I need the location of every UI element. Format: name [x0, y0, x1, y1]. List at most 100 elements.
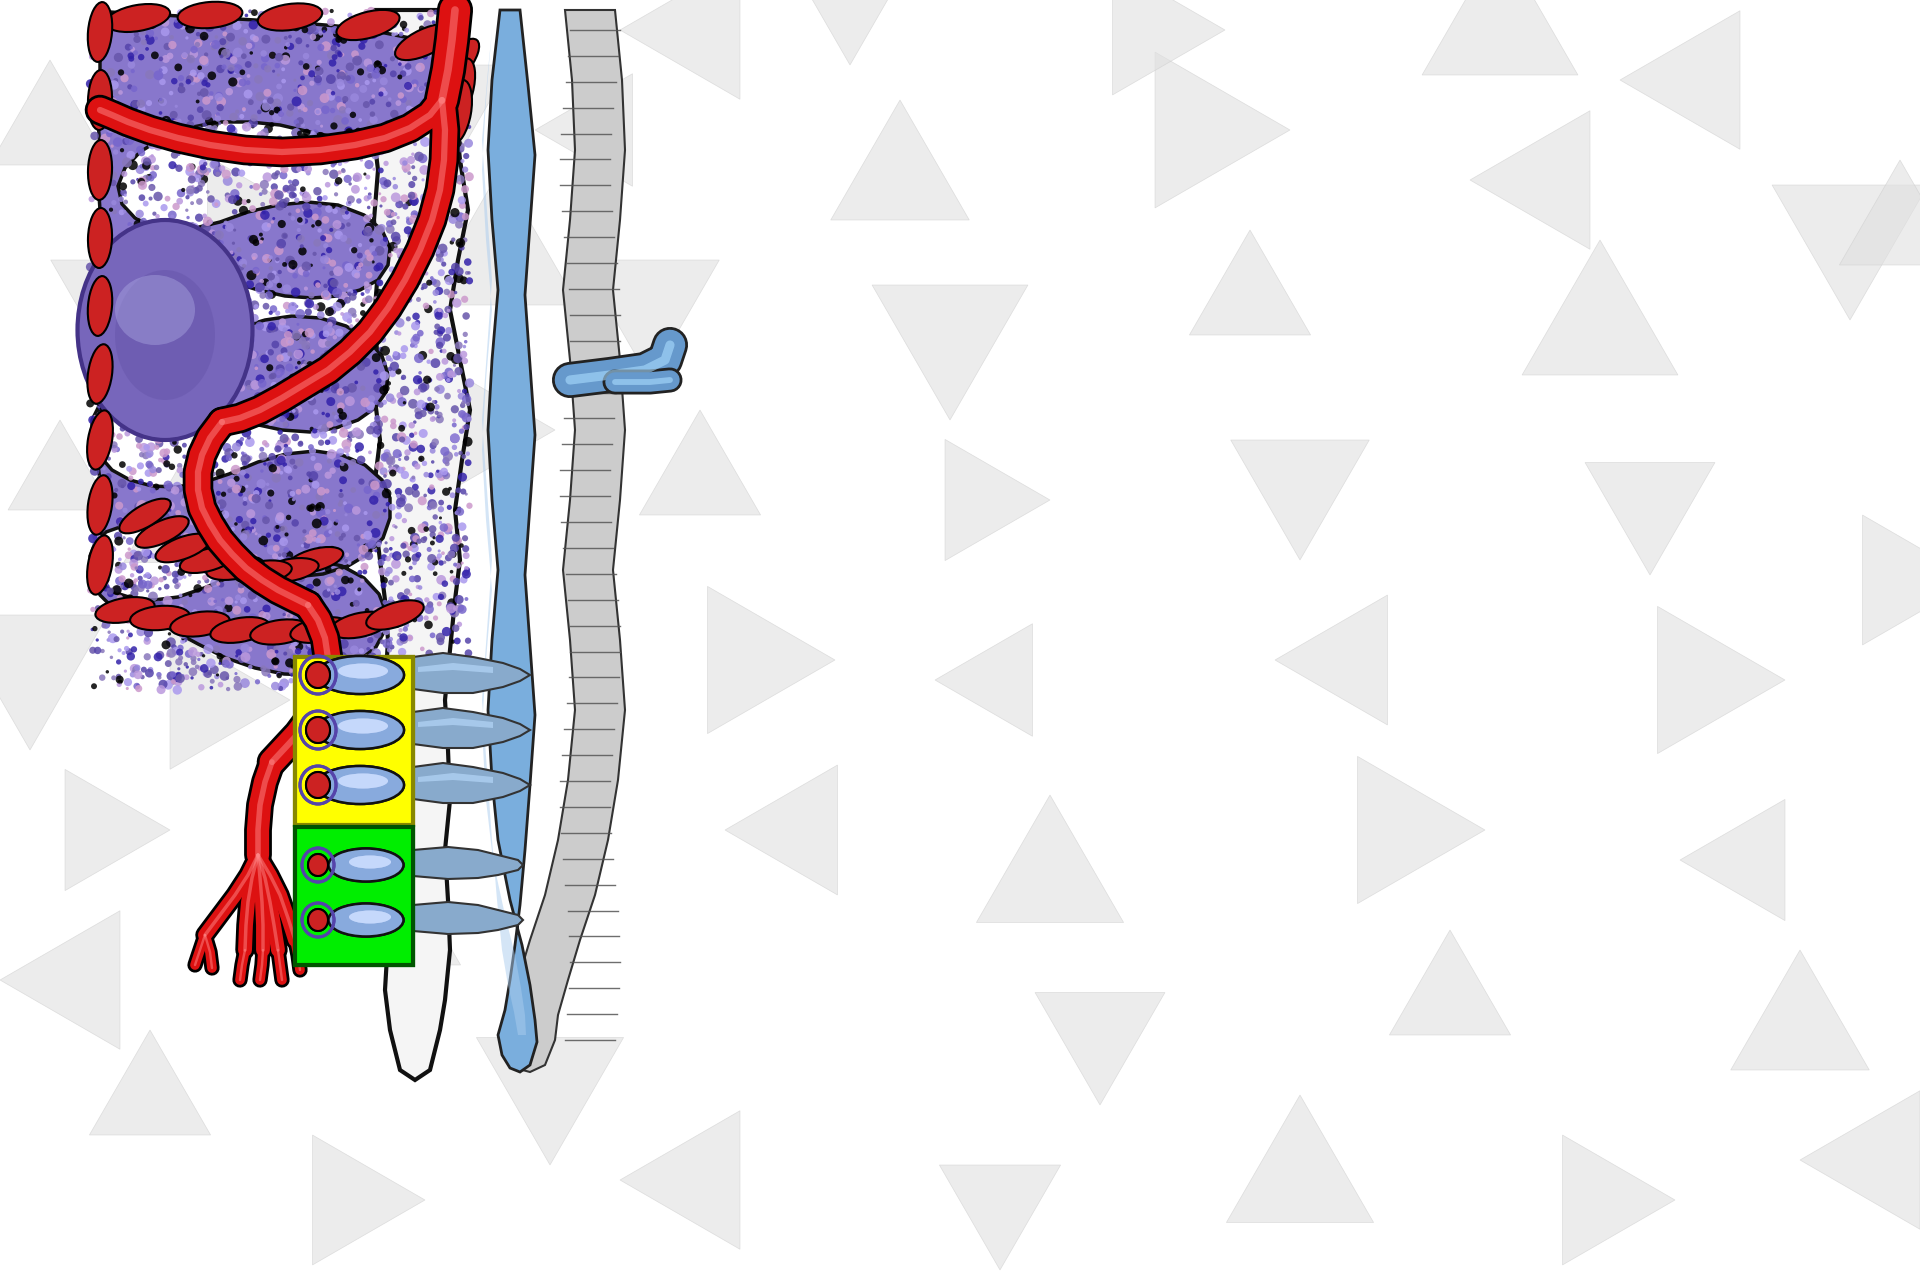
Circle shape [177, 645, 184, 652]
Circle shape [309, 264, 313, 268]
Circle shape [359, 479, 365, 485]
Circle shape [365, 296, 372, 303]
Circle shape [447, 598, 457, 608]
Circle shape [396, 623, 399, 628]
Circle shape [90, 157, 100, 165]
Circle shape [428, 238, 432, 242]
Circle shape [346, 238, 351, 244]
Circle shape [315, 504, 321, 511]
Circle shape [424, 604, 434, 614]
Circle shape [117, 310, 125, 317]
Circle shape [386, 675, 392, 681]
Circle shape [428, 378, 432, 383]
Circle shape [159, 78, 165, 86]
Circle shape [311, 129, 319, 137]
Circle shape [163, 448, 171, 454]
Circle shape [317, 612, 321, 616]
Circle shape [188, 646, 198, 657]
Circle shape [92, 184, 96, 189]
Circle shape [330, 45, 336, 51]
Circle shape [292, 570, 298, 576]
Circle shape [388, 658, 396, 667]
Circle shape [388, 637, 394, 641]
Circle shape [296, 116, 303, 124]
Circle shape [96, 609, 106, 618]
Circle shape [301, 485, 311, 494]
Circle shape [323, 195, 328, 201]
Circle shape [305, 27, 313, 35]
Circle shape [100, 133, 109, 143]
Circle shape [311, 224, 315, 228]
Circle shape [296, 571, 305, 580]
Ellipse shape [171, 612, 230, 636]
Circle shape [175, 289, 182, 297]
Circle shape [290, 150, 300, 159]
Circle shape [324, 234, 332, 242]
Ellipse shape [305, 662, 330, 689]
Circle shape [252, 351, 259, 357]
Circle shape [301, 193, 311, 202]
Circle shape [453, 563, 457, 567]
Circle shape [326, 316, 336, 326]
Circle shape [136, 502, 144, 511]
Circle shape [447, 504, 451, 509]
Circle shape [380, 453, 390, 462]
Circle shape [138, 241, 148, 251]
Circle shape [265, 488, 275, 497]
Circle shape [230, 451, 232, 454]
Circle shape [186, 79, 192, 84]
Circle shape [138, 580, 144, 585]
Circle shape [156, 435, 163, 442]
Circle shape [399, 635, 409, 644]
Circle shape [319, 353, 328, 362]
Circle shape [307, 361, 313, 367]
Circle shape [115, 104, 123, 111]
Circle shape [438, 269, 445, 276]
Circle shape [342, 96, 348, 102]
Circle shape [415, 320, 420, 325]
Circle shape [288, 179, 292, 184]
Circle shape [357, 553, 367, 562]
Circle shape [157, 520, 165, 527]
Circle shape [455, 220, 463, 229]
Circle shape [323, 657, 332, 666]
Circle shape [422, 227, 430, 234]
Circle shape [426, 215, 436, 224]
Circle shape [246, 492, 252, 495]
Circle shape [219, 248, 223, 252]
Circle shape [150, 388, 154, 392]
Circle shape [275, 556, 284, 566]
Circle shape [405, 28, 409, 33]
Circle shape [108, 457, 111, 461]
Circle shape [207, 599, 211, 603]
Circle shape [282, 436, 292, 445]
Circle shape [100, 494, 108, 502]
Circle shape [372, 511, 380, 518]
Circle shape [104, 417, 111, 424]
Circle shape [422, 302, 430, 308]
Circle shape [413, 575, 420, 582]
Circle shape [309, 70, 315, 77]
Circle shape [344, 283, 348, 288]
Circle shape [457, 389, 461, 393]
Circle shape [369, 99, 374, 105]
Circle shape [198, 468, 202, 474]
Circle shape [442, 472, 449, 480]
Circle shape [227, 687, 230, 691]
Circle shape [131, 584, 138, 591]
Circle shape [436, 287, 444, 296]
Circle shape [175, 394, 184, 402]
Circle shape [129, 296, 138, 305]
Circle shape [169, 671, 177, 677]
Circle shape [217, 104, 225, 111]
Circle shape [372, 251, 376, 256]
Circle shape [361, 229, 369, 236]
Circle shape [288, 35, 292, 38]
Circle shape [386, 502, 390, 507]
Circle shape [401, 346, 409, 352]
Circle shape [196, 492, 202, 498]
Circle shape [436, 337, 445, 347]
Circle shape [365, 608, 369, 613]
Circle shape [209, 91, 213, 96]
Circle shape [213, 355, 221, 361]
